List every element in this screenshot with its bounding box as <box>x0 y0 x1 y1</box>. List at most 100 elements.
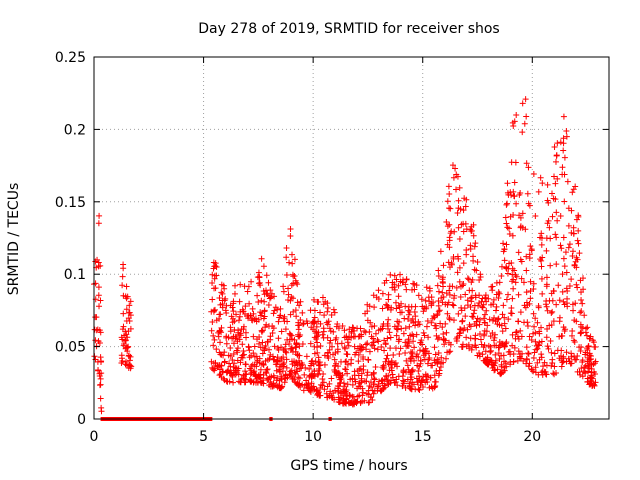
data-point <box>237 308 244 315</box>
data-point <box>437 248 444 255</box>
data-point <box>227 344 234 351</box>
data-point <box>565 244 572 251</box>
data-point <box>365 356 372 363</box>
data-point <box>566 358 573 365</box>
data-point <box>240 308 247 315</box>
data-point <box>287 346 294 353</box>
data-point <box>506 231 513 238</box>
data-point <box>522 96 529 103</box>
data-point <box>538 230 545 237</box>
data-point <box>362 329 369 336</box>
data-point <box>503 296 510 303</box>
data-point <box>499 328 506 335</box>
data-point <box>342 366 349 373</box>
data-point <box>324 334 331 341</box>
data-point <box>509 331 516 338</box>
data-point <box>291 369 298 376</box>
data-point <box>209 319 216 326</box>
data-point <box>553 301 560 308</box>
data-point <box>506 260 513 267</box>
data-point <box>249 305 256 312</box>
data-point <box>311 296 318 303</box>
data-point <box>573 254 580 261</box>
data-point <box>260 263 267 270</box>
data-point <box>218 289 225 296</box>
data-point <box>496 370 503 377</box>
data-point <box>220 282 227 289</box>
data-point <box>261 298 268 305</box>
data-point <box>518 275 525 282</box>
data-point <box>483 360 490 367</box>
data-point <box>544 220 551 227</box>
data-point <box>96 372 103 379</box>
data-point <box>230 364 237 371</box>
data-point <box>233 311 240 318</box>
data-point <box>287 368 294 375</box>
data-point <box>354 398 361 405</box>
data-point <box>257 366 264 373</box>
data-point <box>557 212 564 219</box>
data-point <box>441 336 448 343</box>
data-point <box>487 343 494 350</box>
data-point <box>412 386 419 393</box>
data-point <box>438 354 445 361</box>
data-point <box>95 338 102 345</box>
data-point <box>544 307 551 314</box>
data-point <box>240 323 247 330</box>
data-point <box>509 278 516 285</box>
data-point <box>519 100 526 107</box>
data-point <box>587 356 594 363</box>
data-point <box>547 338 554 345</box>
data-point <box>456 236 463 243</box>
data-point <box>586 335 593 342</box>
data-point <box>550 318 557 325</box>
data-point <box>508 159 515 166</box>
data-point <box>447 341 454 348</box>
data-point <box>513 200 520 207</box>
data-point <box>456 184 463 191</box>
data-point <box>404 376 411 383</box>
data-point <box>463 334 470 341</box>
data-point <box>224 378 231 385</box>
data-point <box>97 381 104 388</box>
data-point <box>231 360 238 367</box>
data-point <box>97 375 104 382</box>
data-point <box>258 327 265 334</box>
data-point <box>126 309 133 316</box>
data-point <box>538 354 545 361</box>
data-point <box>333 334 340 341</box>
data-point <box>263 272 270 279</box>
data-point <box>592 370 599 377</box>
data-point <box>575 240 582 247</box>
data-point <box>283 356 290 363</box>
data-point <box>468 227 475 234</box>
data-point <box>385 304 392 311</box>
data-point <box>449 301 456 308</box>
data-point <box>96 303 103 310</box>
data-point <box>524 190 531 197</box>
data-point <box>588 377 595 384</box>
data-point <box>424 318 431 325</box>
data-point <box>404 362 411 369</box>
data-point <box>370 390 377 397</box>
data-point <box>320 328 327 335</box>
data-point <box>272 361 279 368</box>
data-point <box>458 343 465 350</box>
data-point <box>219 368 226 375</box>
data-point <box>472 335 479 342</box>
data-point <box>228 369 235 376</box>
data-point <box>355 358 362 365</box>
data-point <box>553 261 560 268</box>
data-point <box>317 309 324 316</box>
data-point <box>498 273 505 280</box>
data-point <box>242 303 249 310</box>
data-point <box>383 373 390 380</box>
data-point <box>97 395 104 402</box>
data-point <box>428 319 435 326</box>
data-point <box>584 375 591 382</box>
data-point <box>334 346 341 353</box>
data-point <box>209 296 216 303</box>
data-point <box>412 313 419 320</box>
data-point <box>471 307 478 314</box>
